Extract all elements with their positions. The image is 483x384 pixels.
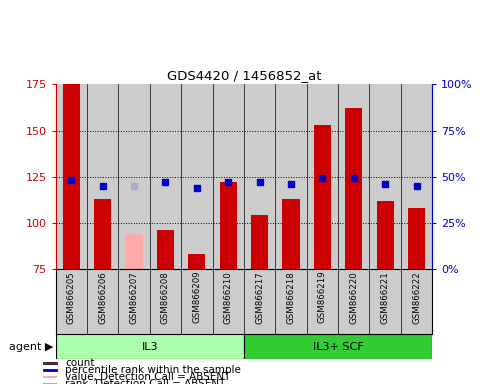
Bar [275, 84, 307, 269]
Text: GSM866209: GSM866209 [192, 271, 201, 323]
Bar [244, 84, 275, 269]
Bar [43, 376, 57, 377]
Text: GSM866205: GSM866205 [67, 271, 76, 323]
Bar [283, 199, 299, 269]
Bar [377, 200, 394, 269]
Text: percentile rank within the sample: percentile rank within the sample [65, 364, 241, 374]
Text: GSM866218: GSM866218 [286, 271, 296, 323]
Bar [307, 84, 338, 269]
Bar [63, 84, 80, 269]
Bar [56, 84, 87, 269]
Bar [188, 254, 205, 269]
Bar [244, 334, 432, 359]
Bar [345, 108, 362, 269]
Bar [213, 84, 244, 269]
Text: rank, Detection Call = ABSENT: rank, Detection Call = ABSENT [65, 379, 226, 384]
Text: count: count [65, 358, 95, 367]
Text: value, Detection Call = ABSENT: value, Detection Call = ABSENT [65, 371, 230, 382]
Text: GSM866207: GSM866207 [129, 271, 139, 323]
Text: IL3: IL3 [142, 341, 158, 352]
Text: agent ▶: agent ▶ [9, 341, 53, 352]
Bar [338, 84, 369, 269]
Text: GSM866221: GSM866221 [381, 271, 390, 323]
Bar [251, 215, 268, 269]
Bar [181, 84, 213, 269]
Bar [87, 84, 118, 269]
Bar [43, 362, 57, 364]
Bar [43, 369, 57, 371]
Bar [56, 334, 244, 359]
Text: GSM866206: GSM866206 [98, 271, 107, 323]
Bar [369, 84, 401, 269]
Text: GSM866210: GSM866210 [224, 271, 233, 323]
Text: GSM866220: GSM866220 [349, 271, 358, 323]
Bar [150, 84, 181, 269]
Bar [118, 84, 150, 269]
Bar [126, 234, 142, 269]
Text: IL3+ SCF: IL3+ SCF [313, 341, 363, 352]
Text: GSM866219: GSM866219 [318, 271, 327, 323]
Bar [401, 84, 432, 269]
Bar [94, 199, 111, 269]
Bar [314, 125, 331, 269]
Title: GDS4420 / 1456852_at: GDS4420 / 1456852_at [167, 69, 321, 82]
Text: GSM866208: GSM866208 [161, 271, 170, 323]
Text: GSM866222: GSM866222 [412, 271, 421, 323]
Bar [220, 182, 237, 269]
Bar [408, 208, 425, 269]
Text: GSM866217: GSM866217 [255, 271, 264, 323]
Bar [157, 230, 174, 269]
